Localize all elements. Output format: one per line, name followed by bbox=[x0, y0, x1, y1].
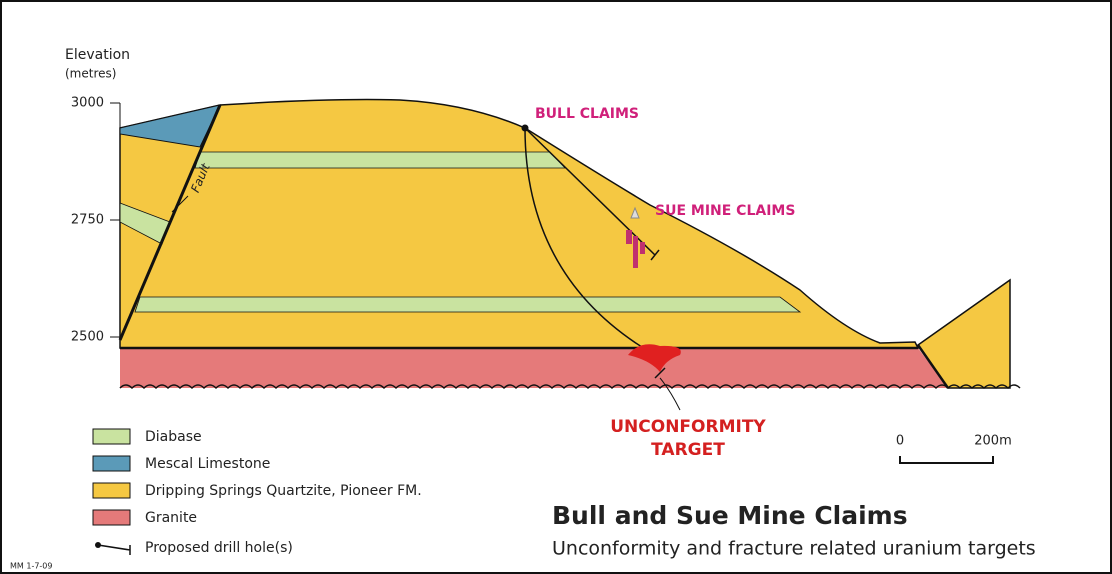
tick-label: 2500 bbox=[71, 330, 104, 345]
scale-label: 200m bbox=[974, 434, 1011, 449]
legend-label: Proposed drill hole(s) bbox=[145, 540, 293, 556]
legend-label: Granite bbox=[145, 510, 197, 526]
title: Bull and Sue Mine Claims bbox=[552, 501, 908, 530]
sue-label: SUE MINE CLAIMS bbox=[655, 203, 795, 219]
legend-label: Mescal Limestone bbox=[145, 456, 270, 472]
legend-label: Diabase bbox=[145, 429, 202, 445]
tick-label: 3000 bbox=[71, 96, 104, 111]
legend-swatch bbox=[93, 483, 130, 498]
diagram: Fault BULL CLAIMS SUE MINE CLAIMS UNCONF… bbox=[0, 0, 1112, 574]
mine bbox=[626, 230, 632, 244]
legend-swatch bbox=[93, 456, 130, 471]
page: Fault BULL CLAIMS SUE MINE CLAIMS UNCONF… bbox=[0, 0, 1112, 574]
target-label: TARGET bbox=[651, 440, 725, 460]
diabase bbox=[135, 297, 800, 312]
diabase bbox=[195, 152, 565, 168]
mine bbox=[640, 242, 645, 254]
target-label: UNCONFORMITY bbox=[610, 417, 766, 437]
granite bbox=[120, 348, 948, 388]
mine bbox=[633, 236, 638, 268]
subtitle: Unconformity and fracture related uraniu… bbox=[552, 538, 1036, 560]
axis-unit: (metres) bbox=[65, 67, 116, 81]
bull-label: BULL CLAIMS bbox=[535, 106, 639, 122]
legend-swatch bbox=[93, 510, 130, 525]
scale-label: 0 bbox=[896, 434, 904, 449]
tick-label: 2750 bbox=[71, 213, 104, 228]
axis-title: Elevation bbox=[65, 47, 130, 63]
legend-label: Dripping Springs Quartzite, Pioneer FM. bbox=[145, 483, 422, 499]
legend-swatch bbox=[93, 429, 130, 444]
footnote: MM 1-7-09 bbox=[10, 562, 52, 571]
